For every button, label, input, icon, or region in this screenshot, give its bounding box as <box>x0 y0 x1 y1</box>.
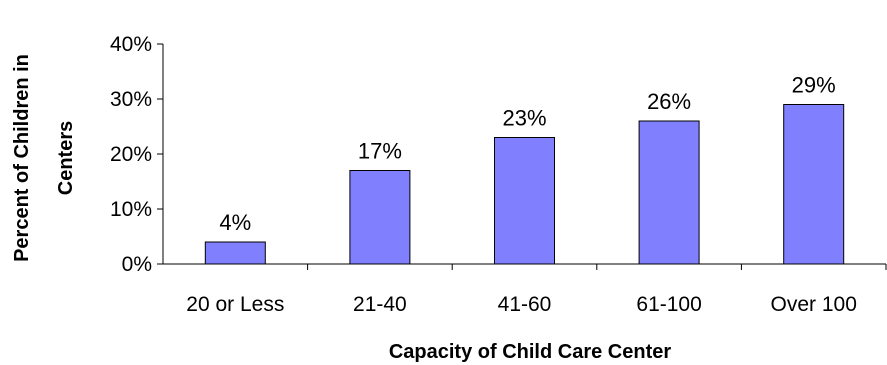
x-tick-label: 21-40 <box>353 293 407 316</box>
y-axis-title-line-1: Percent of Children in <box>11 54 33 262</box>
x-tick-label: Over 100 <box>771 293 857 316</box>
x-tick-label: 20 or Less <box>186 293 284 316</box>
y-axis-title: Percent of Children in Centers <box>11 54 77 262</box>
plot-area: 0% 10% 20% 30% 40% 4% 20 or Less 17% 21-40 23% 41-… <box>110 33 887 316</box>
bar <box>204 241 266 265</box>
y-tick-label: 10% <box>110 198 152 221</box>
bar-value-label: 17% <box>358 139 402 164</box>
x-tick-label: 41-60 <box>498 293 552 316</box>
bar <box>349 170 411 265</box>
y-tick-label: 30% <box>110 88 152 111</box>
y-tick-label: 40% <box>110 33 152 56</box>
bar-value-label: 4% <box>219 210 251 235</box>
bar-value-label: 23% <box>502 106 546 131</box>
bar <box>638 120 700 265</box>
bar-value-label: 29% <box>792 73 836 98</box>
bar <box>494 137 555 265</box>
bar-value-label: 26% <box>647 89 691 114</box>
x-axis-title: Capacity of Child Care Center <box>389 341 672 363</box>
y-tick-label: 20% <box>110 143 152 166</box>
x-tick-label: 61-100 <box>636 293 701 316</box>
y-axis-title-line-2: Centers <box>55 121 77 195</box>
y-tick-label: 0% <box>122 253 152 276</box>
bar <box>783 104 845 265</box>
